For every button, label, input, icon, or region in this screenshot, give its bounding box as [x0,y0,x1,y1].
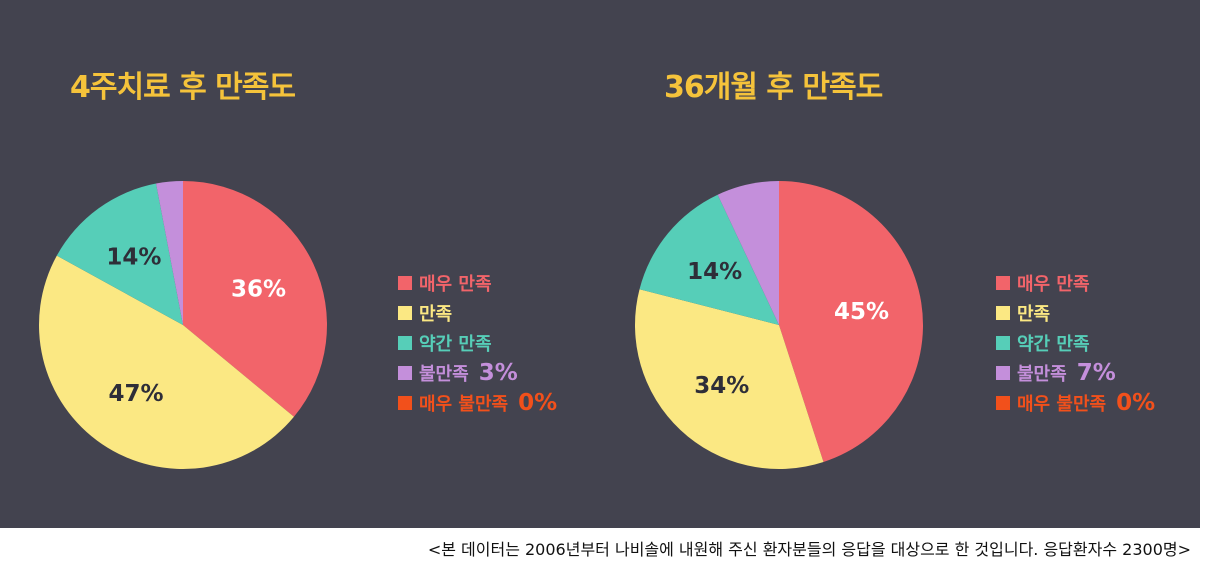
legend-item-dissatisfied: 불만족 3% [398,358,557,388]
legend-label: 약간 만족 [419,334,492,355]
legend-item-somewhat-satisfied: 약간 만족 [996,328,1155,358]
pie-label-satisfied: 47% [109,381,164,407]
legend-swatch [996,306,1010,320]
legend-36-months: 매우 만족 만족 약간 만족 불만족 7% 매우 불만족 0% [996,268,1155,418]
legend-label: 매우 불만족 [1017,394,1107,415]
pie-slice-somewhat-satisfied [639,194,779,325]
legend-value: 3% [478,360,518,386]
legend-swatch [398,276,412,290]
legend-item-dissatisfied: 불만족 7% [996,358,1155,388]
legend-swatch [398,396,412,410]
legend-swatch [398,306,412,320]
pie-slice-satisfied [38,255,294,470]
pie-slice-somewhat-satisfied [56,183,183,325]
legend-item-very-satisfied: 매우 만족 [996,268,1155,298]
pie-label-very-satisfied: 36% [231,276,286,302]
footnote: <본 데이터는 2006년부터 나비솔에 내원해 주신 환자분들의 응답을 대상… [427,540,1191,559]
legend-label: 매우 만족 [419,274,492,295]
legend-swatch [996,276,1010,290]
legend-label: 불만족 [419,364,469,385]
legend-item-very-dissatisfied: 매우 불만족 0% [398,388,557,418]
pie-slice-dissatisfied [156,181,183,325]
legend-swatch [996,396,1010,410]
pie-label-somewhat-satisfied: 14% [687,259,742,285]
legend-item-very-satisfied: 매우 만족 [398,268,557,298]
legend-swatch [398,366,412,380]
chart-panel: 4주치료 후 만족도 36개월 후 만족도 36% 47% 14% 45% 34% 14… [0,0,1200,528]
legend-swatch [398,336,412,350]
legend-4-weeks: 매우 만족 만족 약간 만족 불만족 3% 매우 불만족 0% [398,268,557,418]
legend-label: 만족 [419,304,453,325]
chart-title-4-weeks: 4주치료 후 만족도 [70,70,296,105]
legend-item-somewhat-satisfied: 약간 만족 [398,328,557,358]
legend-value: 7% [1076,360,1116,386]
pie-label-somewhat-satisfied: 14% [106,244,161,270]
legend-item-satisfied: 만족 [996,298,1155,328]
legend-label: 약간 만족 [1017,334,1090,355]
pie-label-very-satisfied: 45% [834,299,889,325]
pie-slice-satisfied [635,289,824,470]
pie-label-satisfied: 34% [694,373,749,399]
pie-chart-4-weeks: 36% 47% 14% [38,181,327,470]
pie-slice-very-satisfied [779,181,923,462]
legend-label: 불만족 [1017,364,1067,385]
legend-item-very-dissatisfied: 매우 불만족 0% [996,388,1155,418]
legend-label: 매우 만족 [1017,274,1090,295]
legend-swatch [996,336,1010,350]
pie-slice-very-satisfied [183,181,327,417]
legend-value: 0% [1116,390,1156,416]
chart-title-36-months: 36개월 후 만족도 [664,70,883,105]
legend-value: 0% [518,390,558,416]
legend-item-satisfied: 만족 [398,298,557,328]
pie-slice-dissatisfied [717,181,779,325]
legend-label: 매우 불만족 [419,394,509,415]
legend-swatch [996,366,1010,380]
legend-label: 만족 [1017,304,1051,325]
pie-chart-36-months: 45% 34% 14% [635,181,923,470]
